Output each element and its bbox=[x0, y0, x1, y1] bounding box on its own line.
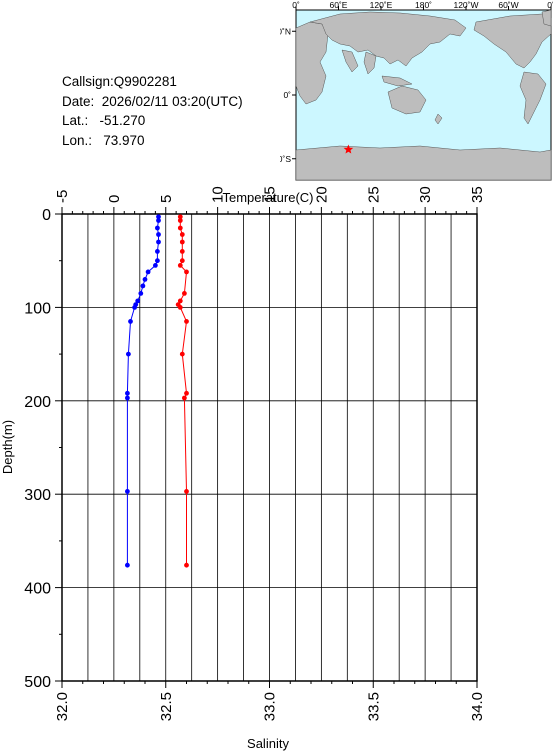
salinity-point bbox=[179, 258, 185, 264]
temperature-point bbox=[125, 390, 130, 396]
map-lon-label: 120˚W bbox=[453, 0, 478, 10]
temperature-point bbox=[125, 489, 130, 494]
land-indonesia bbox=[381, 75, 413, 87]
temperature-point bbox=[125, 351, 131, 357]
temperature-point bbox=[125, 395, 130, 401]
temperature-tick-label: 0 bbox=[106, 195, 123, 203]
map-lon-label: 120˚E bbox=[370, 0, 393, 10]
temperature-point bbox=[156, 218, 161, 223]
salinity-point bbox=[177, 298, 183, 304]
land-india-2 bbox=[363, 51, 377, 75]
temperature-tick-label: 25 bbox=[365, 186, 382, 203]
temperature-point bbox=[155, 249, 160, 254]
date-text: Date: 2026/02/11 03:20(UTC) bbox=[62, 93, 243, 109]
map-labels: 0˚ 60˚E 120˚E 180˚ 120˚W 60˚W 0˚ 60˚N 0˚ 60˚S bbox=[273, 0, 553, 164]
temperature-point bbox=[132, 305, 138, 310]
temperature-tick-label: 10 bbox=[210, 186, 227, 203]
temperature-tick-label: 15 bbox=[262, 186, 279, 203]
temperature-point bbox=[140, 283, 146, 289]
map-lat-label: 60˚S bbox=[280, 154, 291, 164]
salinity-tick-label: 33.0 bbox=[262, 692, 279, 721]
land-eurasia bbox=[309, 11, 467, 67]
salinity-point bbox=[177, 218, 183, 223]
temperature-tick-label: 20 bbox=[313, 186, 330, 203]
temperature-point bbox=[153, 263, 158, 268]
salinity-point bbox=[182, 395, 187, 401]
depth-tick-label: 100 bbox=[24, 300, 51, 317]
station-info: Callsign:Q9902281 Date: 2026/02/11 03:20… bbox=[62, 72, 243, 150]
chart-grid bbox=[62, 214, 477, 681]
temperature-tick-label: -5 bbox=[54, 190, 71, 203]
temperature-axis-label: Temperature(C) bbox=[222, 190, 313, 205]
land-antarctica bbox=[295, 145, 552, 181]
map-lon-label: 180˚ bbox=[415, 0, 432, 10]
map-lon-label: 0˚ bbox=[547, 0, 553, 10]
depth-tick-label: 300 bbox=[24, 487, 51, 504]
temperature-point bbox=[142, 277, 148, 282]
temperature-point bbox=[156, 239, 161, 245]
map-lon-label: 0˚ bbox=[292, 0, 300, 10]
callsign-text: Callsign:Q9902281 bbox=[62, 74, 177, 89]
map-lon-label: 60˚W bbox=[498, 0, 518, 10]
depth-tick-label: 400 bbox=[24, 581, 51, 598]
salinity-profile-line bbox=[177, 216, 188, 566]
world-map-svg: 0˚ 60˚E 120˚E 180˚ 120˚W 60˚W 0˚ 60˚N 0˚ 60˚S bbox=[273, 0, 553, 181]
salinity-tick-label: 34.0 bbox=[469, 692, 486, 721]
temperature-point bbox=[155, 225, 160, 231]
temperature-point bbox=[135, 298, 141, 304]
salinity-point bbox=[184, 319, 189, 324]
salinity-point bbox=[177, 214, 183, 220]
map-land bbox=[295, 9, 552, 181]
data-series bbox=[125, 214, 189, 568]
salinity-axis-label: Salinity bbox=[247, 736, 289, 751]
salinity-point bbox=[184, 562, 189, 568]
temperature-point bbox=[145, 269, 151, 275]
salinity-point bbox=[184, 489, 189, 494]
land-india bbox=[341, 49, 359, 73]
land-australia bbox=[387, 85, 427, 115]
temperature-tick-label: 35 bbox=[469, 186, 486, 203]
depth-tick-label: 200 bbox=[24, 394, 51, 411]
station-marker-star bbox=[343, 144, 354, 154]
salinity-point bbox=[179, 351, 185, 357]
temperature-point bbox=[128, 319, 133, 324]
salinity-point bbox=[179, 239, 185, 245]
temperature-point bbox=[138, 291, 144, 296]
temperature-profile-line bbox=[126, 216, 159, 566]
salinity-tick-label: 32.0 bbox=[54, 692, 71, 721]
land-nz bbox=[434, 113, 443, 125]
salinity-point bbox=[179, 232, 185, 237]
temperature-point bbox=[125, 562, 130, 568]
map-graticule bbox=[292, 6, 552, 160]
location-map: 0˚ 60˚E 120˚E 180˚ 120˚W 60˚W 0˚ 60˚N 0˚ 60˚S bbox=[273, 0, 553, 185]
salinity-point bbox=[184, 269, 189, 275]
land-south-america bbox=[519, 71, 547, 125]
land-greenland bbox=[541, 9, 552, 27]
temperature-point bbox=[156, 214, 161, 220]
temperature-tick-label: 5 bbox=[158, 195, 175, 203]
map-lat-label: 60˚N bbox=[280, 26, 291, 36]
temperature-point bbox=[155, 258, 160, 264]
salinity-point bbox=[182, 291, 187, 296]
salinity-tick-label: 32.5 bbox=[158, 692, 175, 721]
salinity-point bbox=[177, 263, 183, 268]
salinity-point bbox=[184, 390, 189, 396]
longitude-text: Lon.: 73.970 bbox=[62, 132, 145, 148]
salinity-point bbox=[177, 225, 183, 231]
map-lon-label: 60˚E bbox=[330, 0, 348, 10]
temperature-tick-label: 30 bbox=[417, 186, 434, 203]
depth-axis-label: Depth(m) bbox=[0, 420, 15, 474]
salinity-tick-label: 33.5 bbox=[365, 692, 382, 721]
salinity-point bbox=[177, 305, 183, 310]
temperature-point bbox=[156, 232, 161, 237]
map-lat-label: 0˚ bbox=[283, 90, 291, 100]
depth-tick-label: 0 bbox=[42, 207, 51, 224]
latitude-text: Lat.: -51.270 bbox=[62, 113, 146, 128]
salinity-point bbox=[179, 249, 185, 254]
depth-tick-label: 500 bbox=[24, 674, 51, 691]
